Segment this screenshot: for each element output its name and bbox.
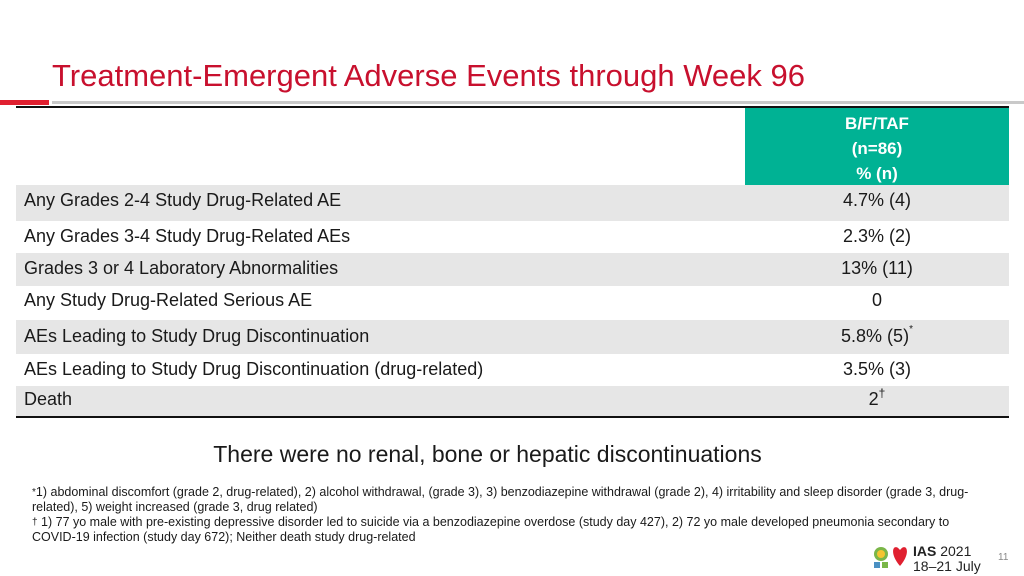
row-label: Any Study Drug-Related Serious AE <box>24 290 312 311</box>
conference-logo-text: IAS 2021 18–21 July <box>913 544 981 574</box>
column-header-bftaf: B/F/TAF (n=86) % (n) <box>745 108 1009 185</box>
table-row: AEs Leading to Study Drug Discontinuatio… <box>16 354 1009 386</box>
row-value: 4.7% (4) <box>745 190 1009 211</box>
title-accent-bar <box>0 100 49 105</box>
row-label: Grades 3 or 4 Laboratory Abnormalities <box>24 258 338 279</box>
row-label: Any Grades 3-4 Study Drug-Related AEs <box>24 226 350 247</box>
row-value: 2† <box>745 389 1009 410</box>
row-value: 3.5% (3) <box>745 359 1009 380</box>
table-row: Any Study Drug-Related Serious AE 0 <box>16 286 1009 320</box>
page-number: 11 <box>998 552 1008 563</box>
table-row: Grades 3 or 4 Laboratory Abnormalities 1… <box>16 253 1009 286</box>
footnote: *1) abdominal discomfort (grade 2, drug-… <box>32 485 992 515</box>
column-header-line-2: (n=86) <box>745 136 1009 161</box>
table-row: Any Grades 2-4 Study Drug-Related AE 4.7… <box>16 185 1009 221</box>
footnote: † 1) 77 yo male with pre-existing depres… <box>32 515 992 545</box>
footnote-marker: † <box>879 386 886 400</box>
footnotes: *1) abdominal discomfort (grade 2, drug-… <box>32 485 992 545</box>
row-value: 2.3% (2) <box>745 226 1009 247</box>
title-underline <box>52 101 1024 104</box>
page-title: Treatment-Emergent Adverse Events throug… <box>52 58 805 94</box>
column-header-line-3: % (n) <box>745 161 1009 186</box>
table-row: Death 2† <box>16 386 1009 418</box>
key-statement: There were no renal, bone or hepatic dis… <box>0 441 975 468</box>
row-label: AEs Leading to Study Drug Discontinuatio… <box>24 326 369 347</box>
table-row: AEs Leading to Study Drug Discontinuatio… <box>16 320 1009 354</box>
row-label: Any Grades 2-4 Study Drug-Related AE <box>24 190 341 211</box>
row-value: 5.8% (5)* <box>745 326 1009 347</box>
footnote-marker: * <box>909 324 913 335</box>
row-value: 0 <box>745 290 1009 311</box>
row-value: 13% (11) <box>745 258 1009 279</box>
row-label: Death <box>24 389 72 410</box>
column-header-line-1: B/F/TAF <box>745 111 1009 136</box>
row-label: AEs Leading to Study Drug Discontinuatio… <box>24 359 483 380</box>
table-row: Any Grades 3-4 Study Drug-Related AEs 2.… <box>16 221 1009 253</box>
